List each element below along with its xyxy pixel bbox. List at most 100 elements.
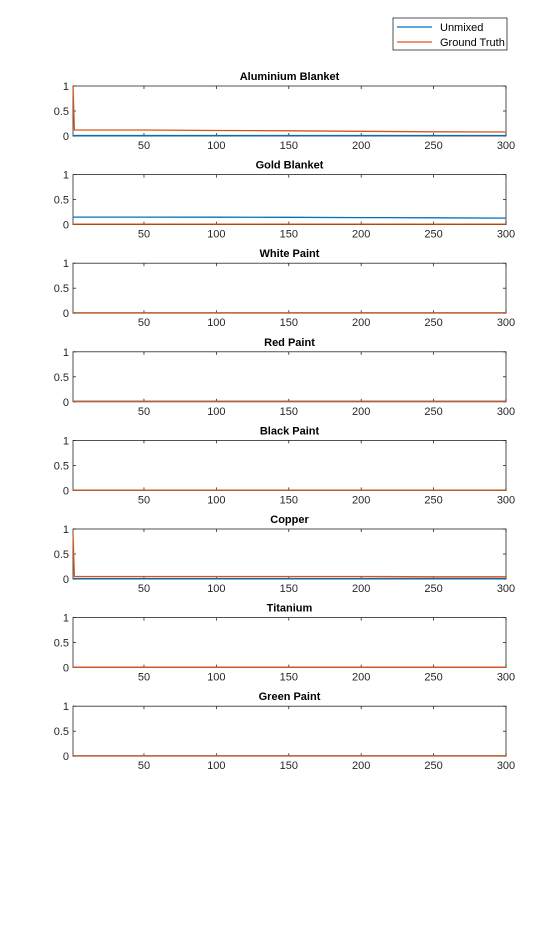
x-tick-label: 200: [352, 583, 370, 595]
y-tick-label: 0.5: [54, 372, 69, 384]
axes-box: [72, 439, 507, 491]
x-tick-label: 250: [424, 494, 442, 506]
y-tick-label: 0: [63, 663, 69, 675]
legend-box: [392, 17, 508, 51]
y-tick-label: 0.5: [54, 549, 69, 561]
x-tick-label: 250: [424, 140, 442, 152]
y-tick-label: 0.5: [54, 106, 69, 118]
x-tick-label: 50: [138, 406, 150, 418]
subplot-title: Green Paint: [259, 691, 321, 703]
subplot-title: White Paint: [260, 248, 320, 260]
y-tick-label: 0: [63, 751, 69, 763]
y-tick-label: 0: [63, 220, 69, 232]
x-tick-label: 250: [424, 672, 442, 684]
x-tick-label: 150: [280, 583, 298, 595]
x-tick-label: 200: [352, 317, 370, 329]
x-tick-label: 100: [207, 672, 225, 684]
subplot-copper: Copper 50 100 150 200 250 300 0 0.5 1: [54, 514, 515, 595]
y-tick-label: 0.5: [54, 283, 69, 295]
x-tick-label: 100: [207, 760, 225, 772]
x-tick-label: 150: [280, 494, 298, 506]
x-tick-label: 200: [352, 760, 370, 772]
x-tick-label: 300: [497, 672, 515, 684]
y-tick-label: 1: [63, 170, 69, 182]
subplot-title: Aluminium Blanket: [240, 71, 340, 83]
x-tick-label: 150: [280, 672, 298, 684]
x-tick-label: 150: [280, 406, 298, 418]
x-tick-label: 50: [138, 317, 150, 329]
x-tick-label: 250: [424, 229, 442, 241]
x-tick-label: 150: [280, 229, 298, 241]
x-tick-label: 50: [138, 672, 150, 684]
x-tick-label: 250: [424, 317, 442, 329]
y-tick-label: 0: [63, 574, 69, 586]
y-tick-label: 0: [63, 485, 69, 497]
subplot-red-paint: Red Paint 50 100 150 200 250 300 0 0.5 1: [54, 337, 515, 418]
x-tick-label: 100: [207, 583, 225, 595]
y-tick-label: 1: [63, 701, 69, 713]
y-tick-label: 0: [63, 308, 69, 320]
subplot-title: Red Paint: [264, 337, 315, 349]
x-tick-label: 200: [352, 494, 370, 506]
subplot-aluminium-blanket: Aluminium Blanket 50 100 150 200 250 300 0 0.5 1: [54, 71, 515, 152]
y-tick-label: 0: [63, 131, 69, 143]
axes-box: [72, 617, 507, 668]
x-tick-label: 250: [424, 760, 442, 772]
y-tick-label: 1: [63, 81, 69, 93]
series-line-unmixed: [73, 216, 507, 219]
axes-box: [72, 351, 507, 403]
x-tick-label: 50: [138, 494, 150, 506]
y-tick-label: 0.5: [54, 726, 69, 738]
y-tick-label: 1: [63, 613, 69, 625]
x-tick-label: 300: [497, 760, 515, 772]
x-tick-label: 250: [424, 406, 442, 418]
x-tick-label: 50: [138, 140, 150, 152]
x-tick-label: 300: [497, 140, 515, 152]
x-tick-label: 100: [207, 229, 225, 241]
subplot-title: Titanium: [267, 603, 313, 615]
subplot-green-paint: Green Paint 50 100 150 200 250 300 0 0.5 1: [54, 691, 515, 772]
series-line-ground-truth: [72, 533, 506, 578]
x-tick-label: 250: [424, 583, 442, 595]
x-tick-label: 50: [138, 760, 150, 772]
legend: Unmixed Ground Truth: [392, 17, 508, 51]
series-line-ground-truth: [72, 85, 507, 133]
legend-label-ground-truth: Ground Truth: [440, 37, 505, 49]
y-tick-label: 1: [63, 258, 69, 270]
x-tick-label: 300: [497, 229, 515, 241]
subplot-title: Gold Blanket: [256, 160, 324, 172]
y-tick-label: 0.5: [54, 195, 69, 207]
y-tick-label: 0.5: [54, 638, 69, 650]
legend-label-unmixed: Unmixed: [440, 22, 483, 34]
y-tick-label: 1: [63, 524, 69, 536]
x-tick-label: 300: [497, 583, 515, 595]
subplot-titanium: Titanium 50 100 150 200 250 300 0 0.5 1: [54, 603, 515, 684]
x-tick-label: 200: [352, 229, 370, 241]
y-tick-label: 0.5: [54, 460, 69, 472]
x-tick-label: 300: [497, 406, 515, 418]
x-tick-label: 150: [280, 140, 298, 152]
x-tick-label: 200: [352, 140, 370, 152]
x-tick-label: 200: [352, 672, 370, 684]
x-tick-label: 100: [207, 406, 225, 418]
x-tick-label: 300: [497, 494, 515, 506]
x-tick-label: 300: [497, 317, 515, 329]
x-tick-label: 100: [207, 494, 225, 506]
subplot-black-paint: Black Paint 50 100 150 200 250 300 0 0.5 1: [54, 425, 515, 506]
x-tick-label: 150: [280, 760, 298, 772]
subplot-title: Black Paint: [260, 425, 320, 437]
x-tick-label: 50: [138, 583, 150, 595]
axes-box: [72, 705, 507, 757]
y-tick-label: 0: [63, 397, 69, 409]
subplot-title: Copper: [270, 514, 309, 526]
x-tick-label: 50: [138, 229, 150, 241]
subplot-gold-blanket: Gold Blanket 50 100 150 200 250 300 0 0.5 1: [54, 160, 515, 241]
x-tick-label: 100: [207, 140, 225, 152]
axes-box: [72, 528, 507, 580]
x-tick-label: 150: [280, 317, 298, 329]
y-tick-label: 1: [63, 347, 69, 359]
subplot-white-paint: White Paint 50 100 150 200 250 300 0 0.5 1: [54, 248, 515, 329]
y-tick-label: 1: [63, 435, 69, 447]
